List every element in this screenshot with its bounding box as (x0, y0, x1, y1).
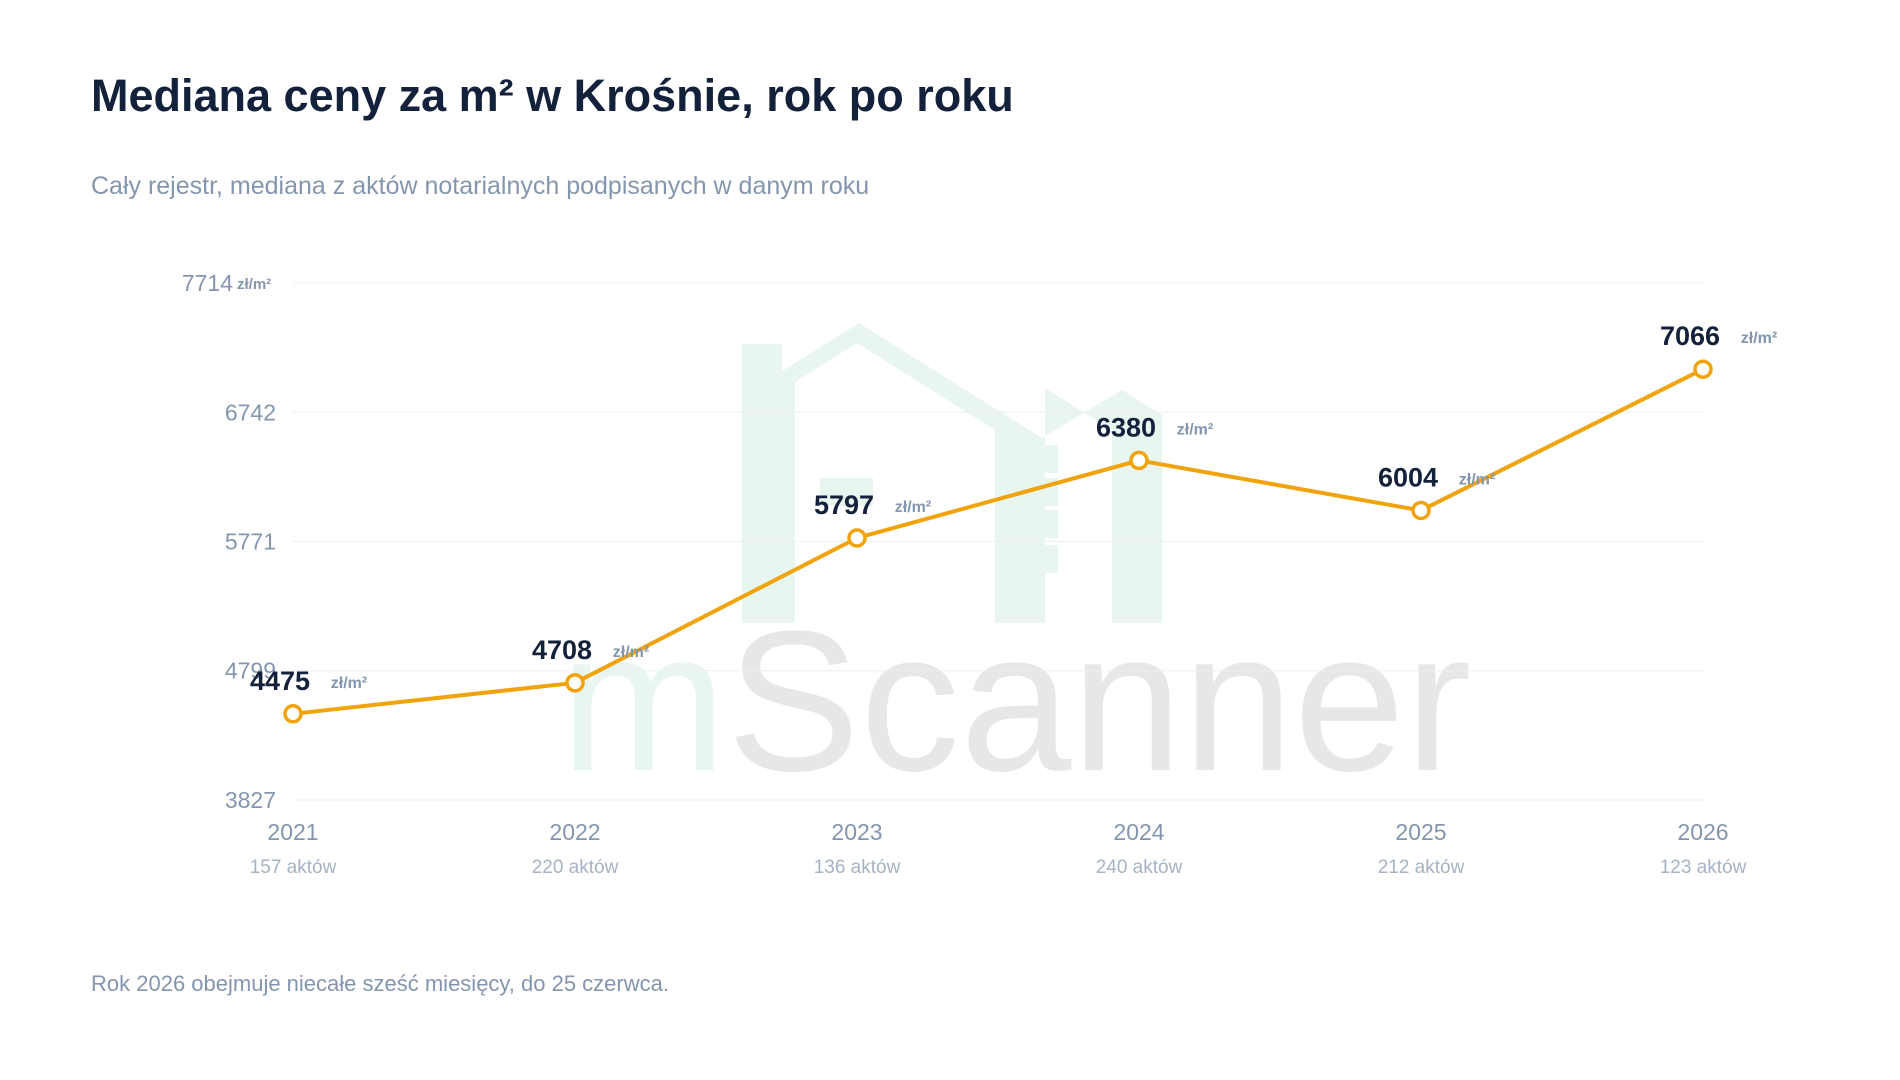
watermark-window-5 (1030, 545, 1058, 573)
data-value-label: 7066 (1660, 321, 1720, 351)
x-tick-sublabel: 123 aktów (1660, 857, 1747, 878)
y-tick-unit: zł/m² (237, 276, 271, 293)
x-tick-sublabel: 136 aktów (814, 857, 901, 878)
data-unit-label: zł/m² (613, 644, 649, 661)
data-unit-label: zł/m² (1459, 471, 1495, 488)
x-tick-label: 2023 (831, 819, 882, 845)
house-logo-icon (742, 323, 1162, 623)
data-point (1411, 500, 1431, 521)
chart-title: Mediana ceny za m² w Krośnie, rok po rok… (91, 70, 1014, 121)
series-layer (283, 359, 1713, 724)
data-value-label: 6004 (1378, 462, 1438, 492)
watermark-window-4 (1030, 510, 1058, 538)
watermark-window-2 (1030, 445, 1058, 473)
data-labels: 4475 zł/m² 4708 zł/m² 5797 zł/m² 6380 zł/m² 6004… (250, 321, 1777, 696)
watermark-window-0 (820, 478, 848, 506)
data-point (565, 673, 585, 693)
svg-text:mScanner: mScanner (560, 590, 1472, 813)
data-value-label: 5797 (814, 490, 874, 520)
data-point (1129, 450, 1149, 471)
x-tick-sublabel: 220 aktów (532, 857, 619, 878)
x-tick-sublabel: 240 aktów (1096, 857, 1183, 878)
footnote: Rok 2026 obejmuje niecałe sześć miesięcy… (91, 971, 669, 996)
mscanner-watermark: mScanner (560, 323, 1472, 813)
data-unit-label: zł/m² (1741, 330, 1777, 347)
grid (293, 282, 1703, 801)
data-unit-label: zł/m² (895, 499, 931, 516)
watermark-window-1 (845, 478, 873, 506)
data-point (1693, 359, 1713, 379)
x-tick-sublabel: 212 aktów (1378, 857, 1465, 878)
y-tick-label: 7714 (182, 270, 233, 296)
series-line (291, 367, 1705, 716)
y-tick-label: 5771 (225, 528, 276, 554)
data-value-label: 4475 (250, 666, 310, 696)
x-tick-label: 2024 (1113, 819, 1164, 845)
data-point (283, 704, 303, 724)
data-unit-label: zł/m² (331, 675, 367, 692)
data-value-label: 4708 (532, 635, 592, 665)
x-tick-label: 2021 (267, 819, 318, 845)
data-value-label: 6380 (1096, 412, 1156, 442)
chart-subtitle: Cały rejestr, mediana z aktów notarialny… (91, 172, 870, 200)
watermark-text-rest: Scanner (727, 590, 1472, 813)
data-unit-label: zł/m² (1177, 421, 1213, 438)
y-tick-label: 4799 (225, 658, 276, 684)
y-tick-label: 6742 (225, 399, 276, 425)
data-point (847, 528, 867, 548)
x-tick-label: 2026 (1677, 819, 1728, 845)
x-tick-label: 2025 (1395, 819, 1446, 845)
x-tick-sublabel: 157 aktów (250, 857, 337, 878)
y-axis: 3827 4799 5771 6742 7714 zł/m² (182, 270, 276, 813)
y-tick-label: 3827 (225, 787, 276, 813)
x-tick-label: 2022 (549, 819, 600, 845)
watermark-text-m: m (560, 590, 727, 813)
x-axis: 2021 157 aktów 2022 220 aktów 2023 136 aktów 2… (250, 819, 1747, 878)
